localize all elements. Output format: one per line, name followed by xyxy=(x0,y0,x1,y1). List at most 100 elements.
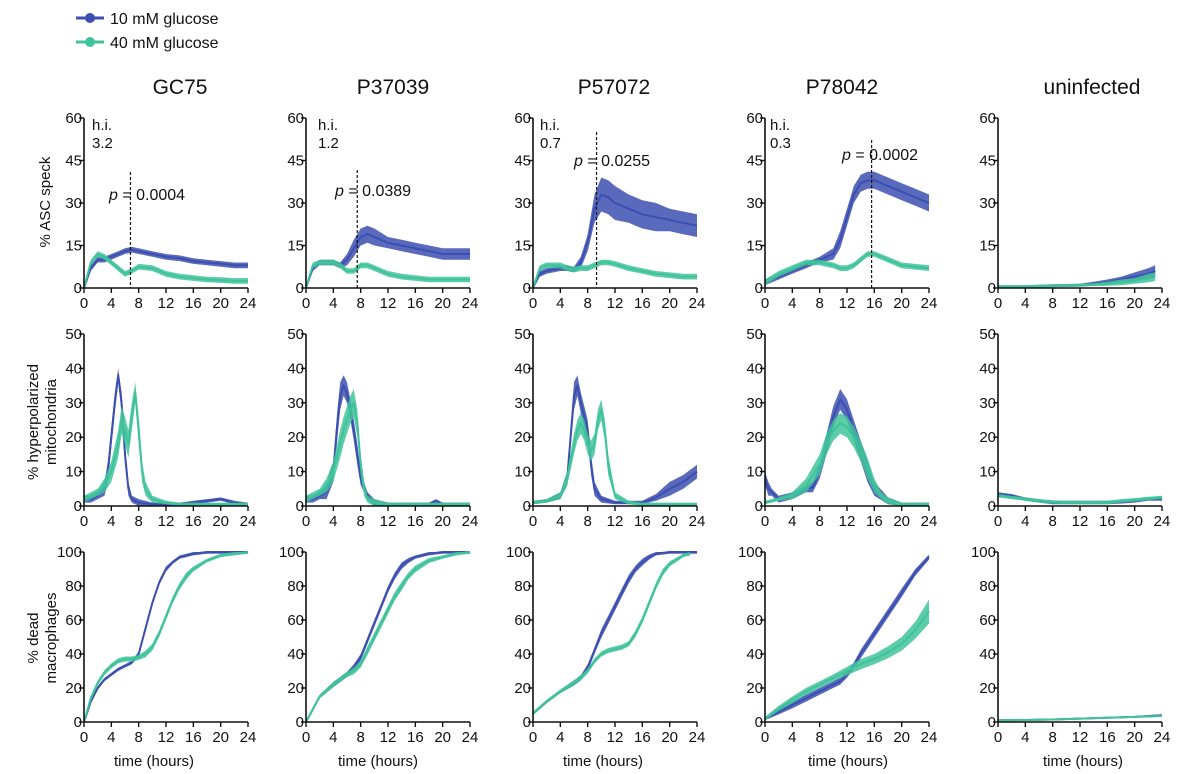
y-tick-label-dead-p57072: 100 xyxy=(506,544,531,561)
x-tick-label-asc-p57072: 12 xyxy=(607,295,624,312)
plots: 0 15 30 45 60 0 4 8 12 16 20 24 0 15 30 45 60 0 4 8 12 16 20 24… xyxy=(57,110,1170,746)
annotation-p57072: h.i. 0.7 p = 0.0255 xyxy=(540,117,650,170)
x-tick-label-dead-p57072: 24 xyxy=(689,729,706,746)
x-tick-label-dead-uninfected: 4 xyxy=(1021,729,1029,746)
error-band-10mm-mito-p78042 xyxy=(765,389,929,506)
series-line-10mm-dead-p57072 xyxy=(532,551,697,715)
y-tick-label-mito-p37039: 10 xyxy=(287,464,304,481)
x-tick-label-mito-p78042: 12 xyxy=(839,513,856,530)
y-tick-label-asc-p78042: 0 xyxy=(755,280,763,297)
ylabel-asc: % ASC speck xyxy=(37,156,54,247)
annotation-gc75: h.i. 3.2 p = 0.0004 xyxy=(92,117,185,204)
series-line-10mm-asc-p78042 xyxy=(764,179,930,284)
error-band-40mm-mito-p78042 xyxy=(765,413,929,506)
y-tick-label-dead-p57072: 60 xyxy=(514,612,531,629)
panel-title-p57072: P57072 xyxy=(578,76,650,99)
x-tick-label-dead-p37039: 20 xyxy=(434,729,451,746)
y-tick-label-mito-p37039: 50 xyxy=(287,326,304,343)
y-tick-label-asc-gc75: 30 xyxy=(65,195,82,212)
x-tick-label-asc-uninfected: 12 xyxy=(1072,295,1089,312)
legend-label-10mm: 10 mM glucose xyxy=(110,11,219,28)
y-tick-label-dead-uninfected: 80 xyxy=(979,578,996,595)
x-tick-label-mito-p37039: 12 xyxy=(380,513,397,530)
panel-asc-uninfected: 0 15 30 45 60 0 4 8 12 16 20 24 xyxy=(979,110,1170,312)
x-tick-label-dead-gc75: 0 xyxy=(80,729,88,746)
legend-marker-10mm xyxy=(85,13,95,23)
x-tick-label-mito-p57072: 0 xyxy=(529,513,537,530)
panel-title-p78042: P78042 xyxy=(806,76,878,99)
error-band-10mm-dead-p37039 xyxy=(306,552,470,722)
x-tick-label-dead-uninfected: 8 xyxy=(1048,729,1056,746)
x-tick-label-dead-p78042: 4 xyxy=(788,729,796,746)
series-line-40mm-asc-uninfected xyxy=(998,275,1156,288)
x-tick-label-asc-gc75: 4 xyxy=(107,295,115,312)
x-tick-label-dead-p78042: 0 xyxy=(761,729,769,746)
y-tick-label-asc-p37039: 45 xyxy=(287,153,304,170)
hi-value-p37039: 1.2 xyxy=(318,135,339,152)
y-tick-label-asc-p37039: 30 xyxy=(287,195,304,212)
y-tick-label-mito-uninfected: 50 xyxy=(979,326,996,343)
y-tick-label-dead-p37039: 40 xyxy=(287,646,304,663)
xlabel-p78042: time (hours) xyxy=(808,753,888,770)
x-tick-label-mito-uninfected: 20 xyxy=(1126,513,1143,530)
x-tick-label-asc-p37039: 8 xyxy=(356,295,364,312)
x-tick-label-dead-p57072: 20 xyxy=(661,729,678,746)
x-tick-label-asc-p78042: 0 xyxy=(761,295,769,312)
series-line-40mm-asc-p78042 xyxy=(764,253,930,284)
x-tick-label-mito-p57072: 20 xyxy=(661,513,678,530)
x-tick-label-dead-gc75: 12 xyxy=(158,729,175,746)
x-tick-label-asc-p37039: 12 xyxy=(380,295,397,312)
y-tick-label-dead-uninfected: 100 xyxy=(971,544,996,561)
x-tick-label-asc-p37039: 20 xyxy=(434,295,451,312)
y-tick-label-mito-p57072: 10 xyxy=(514,464,531,481)
x-axis-labels: time (hours) time (hours) time (hours) t… xyxy=(114,753,1123,770)
y-tick-label-mito-p37039: 40 xyxy=(287,360,304,377)
error-band-10mm-dead-gc75 xyxy=(84,552,248,722)
x-tick-label-dead-p78042: 24 xyxy=(921,729,938,746)
y-tick-label-dead-p37039: 60 xyxy=(287,612,304,629)
series-line-40mm-dead-p37039 xyxy=(305,551,471,723)
x-tick-label-mito-uninfected: 16 xyxy=(1099,513,1116,530)
series-line-40mm-mito-uninfected xyxy=(997,494,1163,504)
series-line-40mm-asc-p37039 xyxy=(305,261,470,289)
y-tick-label-asc-uninfected: 60 xyxy=(979,110,996,127)
series-line-10mm-dead-p37039 xyxy=(305,551,470,723)
error-band-40mm-dead-gc75 xyxy=(84,552,248,722)
x-tick-label-dead-p37039: 16 xyxy=(407,729,424,746)
x-tick-label-mito-p78042: 24 xyxy=(921,513,938,530)
panel-mito-p57072: 0 10 20 30 40 50 0 4 8 12 16 20 24 xyxy=(514,326,705,530)
y-tick-label-asc-p37039: 15 xyxy=(287,238,304,255)
x-tick-label-mito-p37039: 20 xyxy=(434,513,451,530)
y-tick-label-dead-gc75: 20 xyxy=(65,680,82,697)
legend-label-40mm: 40 mM glucose xyxy=(110,35,219,52)
y-tick-label-mito-gc75: 30 xyxy=(65,395,82,412)
y-tick-label-asc-p57072: 15 xyxy=(514,238,531,255)
error-band-10mm-asc-p57072 xyxy=(533,177,697,288)
y-tick-label-mito-uninfected: 0 xyxy=(988,498,996,515)
x-tick-label-dead-gc75: 16 xyxy=(185,729,202,746)
series-line-40mm-dead-gc75 xyxy=(83,551,249,723)
y-tick-label-dead-p78042: 40 xyxy=(746,646,763,663)
y-tick-label-dead-p78042: 80 xyxy=(746,578,763,595)
hi-value-p57072: 0.7 xyxy=(540,135,561,152)
x-tick-label-asc-uninfected: 20 xyxy=(1126,295,1143,312)
x-tick-label-mito-gc75: 12 xyxy=(158,513,175,530)
y-tick-label-mito-p37039: 0 xyxy=(296,498,304,515)
ylabel-mito-line2: mitochondria xyxy=(43,378,60,465)
y-tick-label-mito-p78042: 30 xyxy=(746,395,763,412)
panel-dead-p57072: 0 20 40 60 80 100 0 4 8 12 16 20 24 xyxy=(506,544,705,746)
x-tick-label-asc-p78042: 4 xyxy=(788,295,796,312)
x-tick-label-mito-gc75: 0 xyxy=(80,513,88,530)
x-tick-label-mito-p37039: 24 xyxy=(462,513,479,530)
panel-dead-gc75: 0 20 40 60 80 100 0 4 8 12 16 20 24 xyxy=(57,544,256,746)
x-tick-label-mito-p78042: 4 xyxy=(788,513,796,530)
x-tick-label-asc-uninfected: 24 xyxy=(1154,295,1171,312)
x-tick-label-asc-p37039: 4 xyxy=(329,295,337,312)
y-tick-label-mito-uninfected: 30 xyxy=(979,395,996,412)
panel-mito-p37039: 0 10 20 30 40 50 0 4 8 12 16 20 24 xyxy=(287,326,478,530)
error-band-40mm-dead-p37039 xyxy=(306,552,470,722)
y-tick-label-dead-p78042: 0 xyxy=(755,714,763,731)
x-tick-label-mito-p78042: 16 xyxy=(866,513,883,530)
x-tick-label-mito-p57072: 16 xyxy=(634,513,651,530)
y-tick-label-dead-p57072: 40 xyxy=(514,646,531,663)
